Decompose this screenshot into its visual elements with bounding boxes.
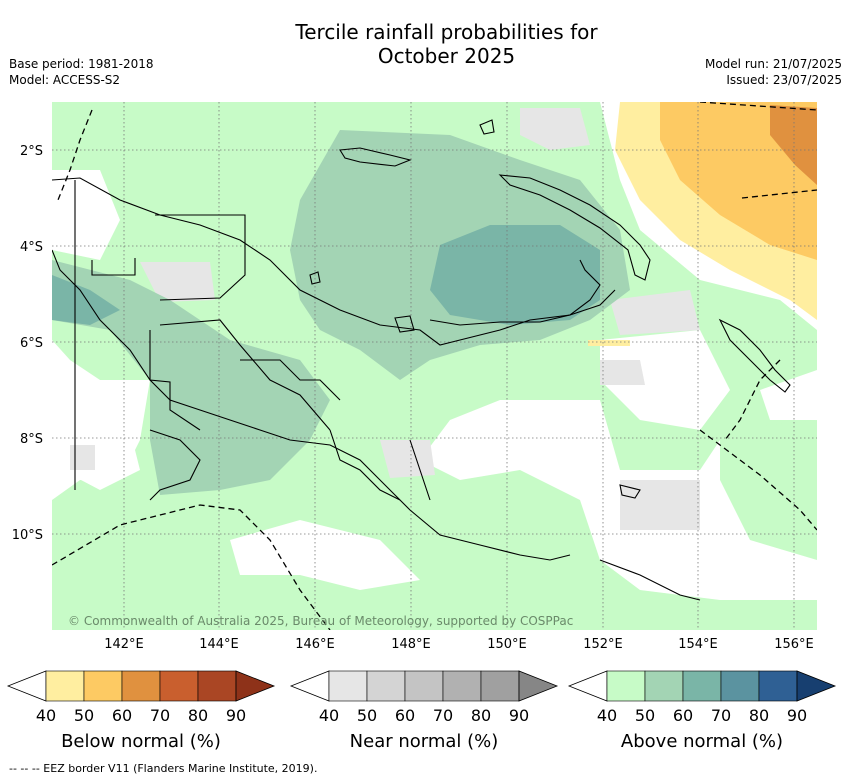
- colorbar-swatch: [45, 670, 85, 702]
- colorbar-tick: 70: [433, 706, 453, 725]
- colorbar-over-triangle: [796, 670, 837, 702]
- below-normal-70-region: [770, 105, 817, 185]
- colorbar-swatch: [442, 670, 482, 702]
- near-normal-40-region: [70, 445, 95, 470]
- lat-label: 4°S: [20, 240, 43, 255]
- colorbar-swatch: [644, 670, 684, 702]
- colorbar-tick: 80: [471, 706, 491, 725]
- colorbar-swatch: [480, 670, 520, 702]
- colorbar-swatch: [328, 670, 368, 702]
- lat-label: 2°S: [20, 144, 43, 159]
- colorbar-swatch: [606, 670, 646, 702]
- lon-label: 150°E: [487, 637, 527, 652]
- near-normal-40-region: [600, 360, 645, 385]
- colorbar-tick: 90: [226, 706, 246, 725]
- colorbar-tick: 60: [112, 706, 132, 725]
- colorbar-1: 40 50 60 70 80 90 Below normal (%): [6, 670, 276, 752]
- title-line-1: Tercile rainfall probabilities for: [295, 20, 598, 44]
- colorbar-label: Above normal (%): [621, 731, 783, 752]
- lon-label: 154°E: [678, 637, 718, 652]
- coastline: [52, 119, 791, 601]
- colorbar-swatch: [121, 670, 161, 702]
- province-borders: [74, 180, 431, 501]
- colorbar-tick: 40: [319, 706, 339, 725]
- above-normal-70-region: [430, 225, 600, 325]
- title-line-2: October 2025: [377, 44, 516, 68]
- colorbar-tick: 80: [749, 706, 769, 725]
- no-signal-region: [760, 370, 817, 420]
- graticule: [52, 102, 817, 630]
- colorbar-label: Near normal (%): [350, 731, 499, 752]
- colorbar-under-triangle: [6, 670, 47, 702]
- forecast-map: © Commonwealth of Australia 2025, Bureau…: [6, 102, 837, 752]
- lon-label: 146°E: [295, 637, 335, 652]
- run-info: Model run: 21/07/2025 Issued: 23/07/2025: [705, 56, 842, 88]
- colorbar-tick: 60: [673, 706, 693, 725]
- eez-footnote: -- -- -- EEZ border V11 (Flanders Marine…: [9, 762, 318, 775]
- colorbar-tick: 90: [509, 706, 529, 725]
- longitude-labels: 142°E 144°E 146°E 148°E 150°E 152°E 154°…: [104, 637, 814, 652]
- no-signal-region: [52, 170, 120, 260]
- above-normal-east-region: [720, 420, 817, 560]
- latitude-labels: 2°S 4°S 6°S 8°S 10°S: [12, 144, 43, 543]
- model-run: Model run: 21/07/2025: [704, 57, 842, 71]
- colorbar-under-triangle: [567, 670, 608, 702]
- colorbar-tick: 80: [188, 706, 208, 725]
- lon-label: 142°E: [104, 637, 144, 652]
- colorbar-tick: 60: [395, 706, 415, 725]
- colorbar-tick: 70: [150, 706, 170, 725]
- colorbar-tick: 90: [787, 706, 807, 725]
- lon-label: 152°E: [583, 637, 623, 652]
- lon-label: 144°E: [199, 637, 239, 652]
- no-signal-region: [230, 520, 420, 590]
- colorbar-tick: 70: [711, 706, 731, 725]
- colorbar-under-triangle: [289, 670, 330, 702]
- colorbar-tick: 40: [597, 706, 617, 725]
- colorbar-2: 40 50 60 70 80 90 Near normal (%): [289, 670, 559, 752]
- no-signal-region: [600, 330, 730, 430]
- colorbar-tick: 40: [36, 706, 56, 725]
- map-panel: [52, 102, 817, 630]
- colorbar-tick: 50: [635, 706, 655, 725]
- near-normal-40-region: [610, 290, 700, 335]
- near-normal-40-region: [140, 262, 215, 302]
- lat-label: 8°S: [20, 432, 43, 447]
- above-normal-50-region: [52, 102, 817, 630]
- colorbar-swatch: [404, 670, 444, 702]
- colorbar-legends: 40 50 60 70 80 90 Below normal (%) 40 50 60 70 80 90…: [6, 670, 837, 752]
- near-normal-40-region: [620, 480, 700, 530]
- copyright-text: © Commonwealth of Australia 2025, Bureau…: [68, 614, 573, 628]
- lon-label: 156°E: [774, 637, 814, 652]
- map-title: Tercile rainfall probabilities for Octob…: [0, 20, 850, 68]
- lat-label: 10°S: [12, 528, 43, 543]
- above-normal-60-region: [52, 260, 330, 495]
- near-normal-40-region: [380, 440, 435, 478]
- issued-date: Issued: 23/07/2025: [726, 73, 842, 87]
- colorbar-over-triangle: [235, 670, 276, 702]
- colorbar-swatch: [159, 670, 199, 702]
- colorbar-swatch: [758, 670, 798, 702]
- colorbar-label: Below normal (%): [61, 731, 221, 752]
- colorbar-swatch: [682, 670, 722, 702]
- colorbar-tick: 50: [357, 706, 377, 725]
- colorbar-over-triangle: [518, 670, 559, 702]
- above-normal-70-region: [52, 275, 120, 325]
- colorbar-swatch: [83, 670, 123, 702]
- lat-label: 6°S: [20, 336, 43, 351]
- model-name: Model: ACCESS-S2: [9, 73, 121, 87]
- colorbar-swatch: [720, 670, 760, 702]
- colorbar-tick: 50: [74, 706, 94, 725]
- eez-border: [52, 102, 817, 630]
- model-info: Base period: 1981-2018 Model: ACCESS-S2: [9, 56, 154, 88]
- lon-label: 148°E: [391, 637, 431, 652]
- colorbar-swatch: [366, 670, 406, 702]
- colorbar-swatch: [197, 670, 237, 702]
- near-normal-40-region: [520, 108, 590, 150]
- below-normal-50-region: [588, 340, 630, 346]
- base-period: Base period: 1981-2018: [9, 57, 154, 71]
